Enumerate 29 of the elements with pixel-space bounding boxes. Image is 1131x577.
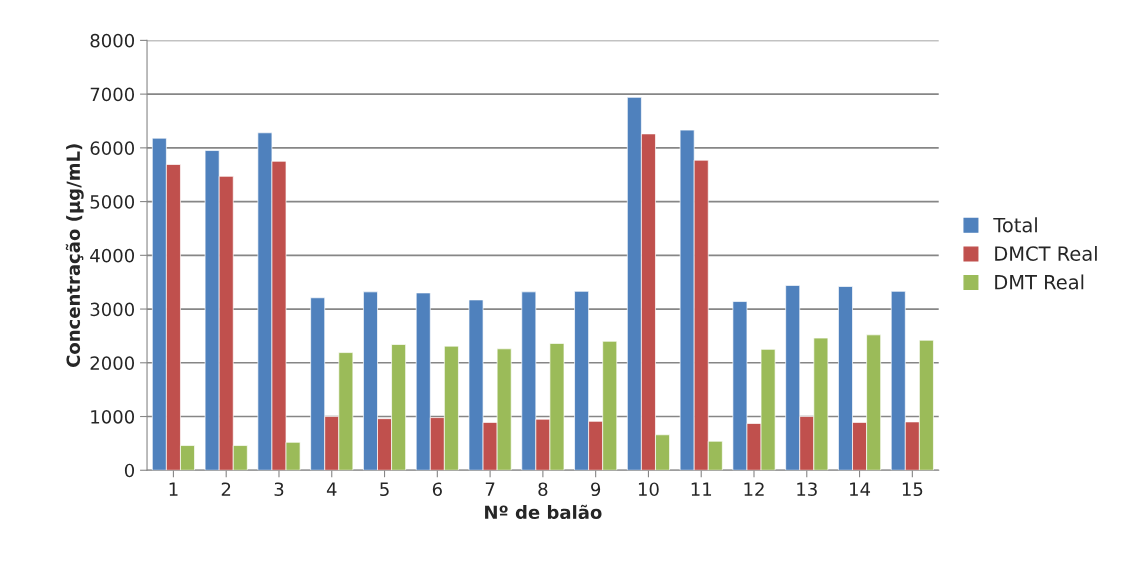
legend-label: Total	[993, 217, 1037, 233]
x-tick-label: 5	[380, 482, 389, 497]
y-axis-title: Concentração (µg/mL)	[65, 144, 84, 368]
y-tick-label: 5000	[90, 195, 135, 209]
x-tick-label: 11	[691, 482, 712, 496]
y-tick-label: 3000	[90, 302, 135, 317]
x-tick-label: 4	[326, 482, 337, 496]
x-tick-label: 7	[485, 482, 495, 496]
x-tick-label: 10	[638, 482, 659, 497]
legend-label: DMCT Real	[995, 245, 1097, 261]
x-tick-label: 6	[432, 482, 442, 497]
x-tick-label: 8	[538, 482, 548, 497]
x-tick-label: 9	[591, 482, 601, 497]
y-tick-label: 8000	[90, 33, 135, 48]
y-tick-label: 1000	[91, 409, 135, 424]
x-tick-label: 14	[850, 482, 871, 496]
x-tick-label: 13	[797, 482, 817, 497]
x-tick-label: 15	[902, 482, 923, 497]
x-tick-label: 3	[274, 482, 284, 497]
x-tick-label: 2	[221, 482, 231, 496]
y-tick-label: 6000	[90, 141, 135, 155]
y-tick-label: 2000	[90, 356, 135, 370]
x-tick-label: 1	[169, 482, 178, 496]
x-axis-title: Nº de balão	[485, 504, 602, 520]
x-tick-label: 12	[744, 482, 764, 496]
y-tick-label: 4000	[90, 248, 135, 263]
y-tick-label: 0	[124, 463, 135, 478]
y-tick-label: 7000	[90, 87, 135, 102]
legend-label: DMT Real	[995, 274, 1084, 290]
